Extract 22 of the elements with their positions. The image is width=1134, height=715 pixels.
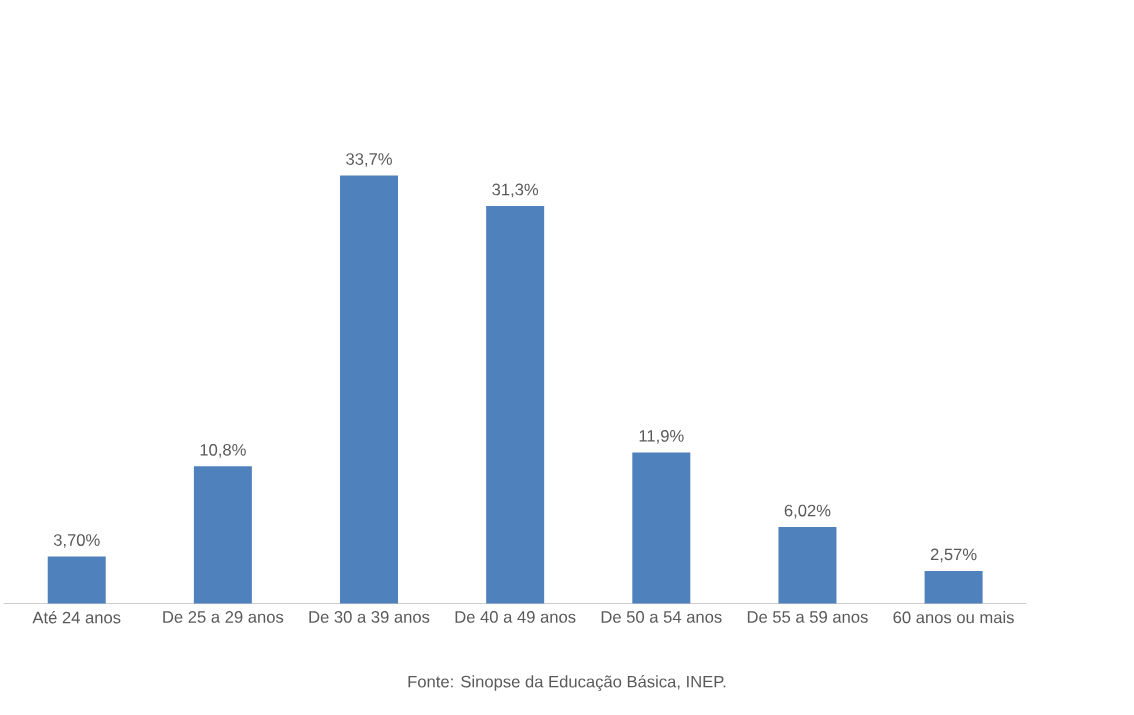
bar (47, 556, 106, 604)
bar (486, 206, 545, 604)
x-tick-label: De 30 a 39 anos (309, 611, 430, 623)
bar (924, 570, 983, 604)
x-tick-label: De 55 a 59 anos (747, 611, 868, 623)
x-tick-label: 60 anos ou mais (893, 611, 1014, 624)
data-label: 3,70% (53, 534, 100, 548)
bar (340, 175, 399, 604)
bar (778, 527, 837, 604)
data-label: 10,8% (200, 443, 246, 458)
data-label: 2,57% (930, 548, 977, 563)
x-tick-label: De 40 a 49 anos (455, 611, 576, 623)
x-tick-label: De 25 a 29 anos (163, 611, 284, 623)
x-tick-label: Até 24 anos (32, 611, 121, 624)
source-note: Fonte: Sinopse da Educação Básica, INEP. (408, 675, 726, 691)
data-label: 33,7% (346, 153, 392, 167)
x-tick-label: De 50 a 54 anos (601, 611, 722, 623)
data-label: 11,9% (639, 430, 684, 444)
data-label: 31,3% (492, 183, 539, 198)
bar (632, 452, 691, 604)
bar (193, 466, 252, 604)
data-label: 6,02% (784, 504, 831, 519)
